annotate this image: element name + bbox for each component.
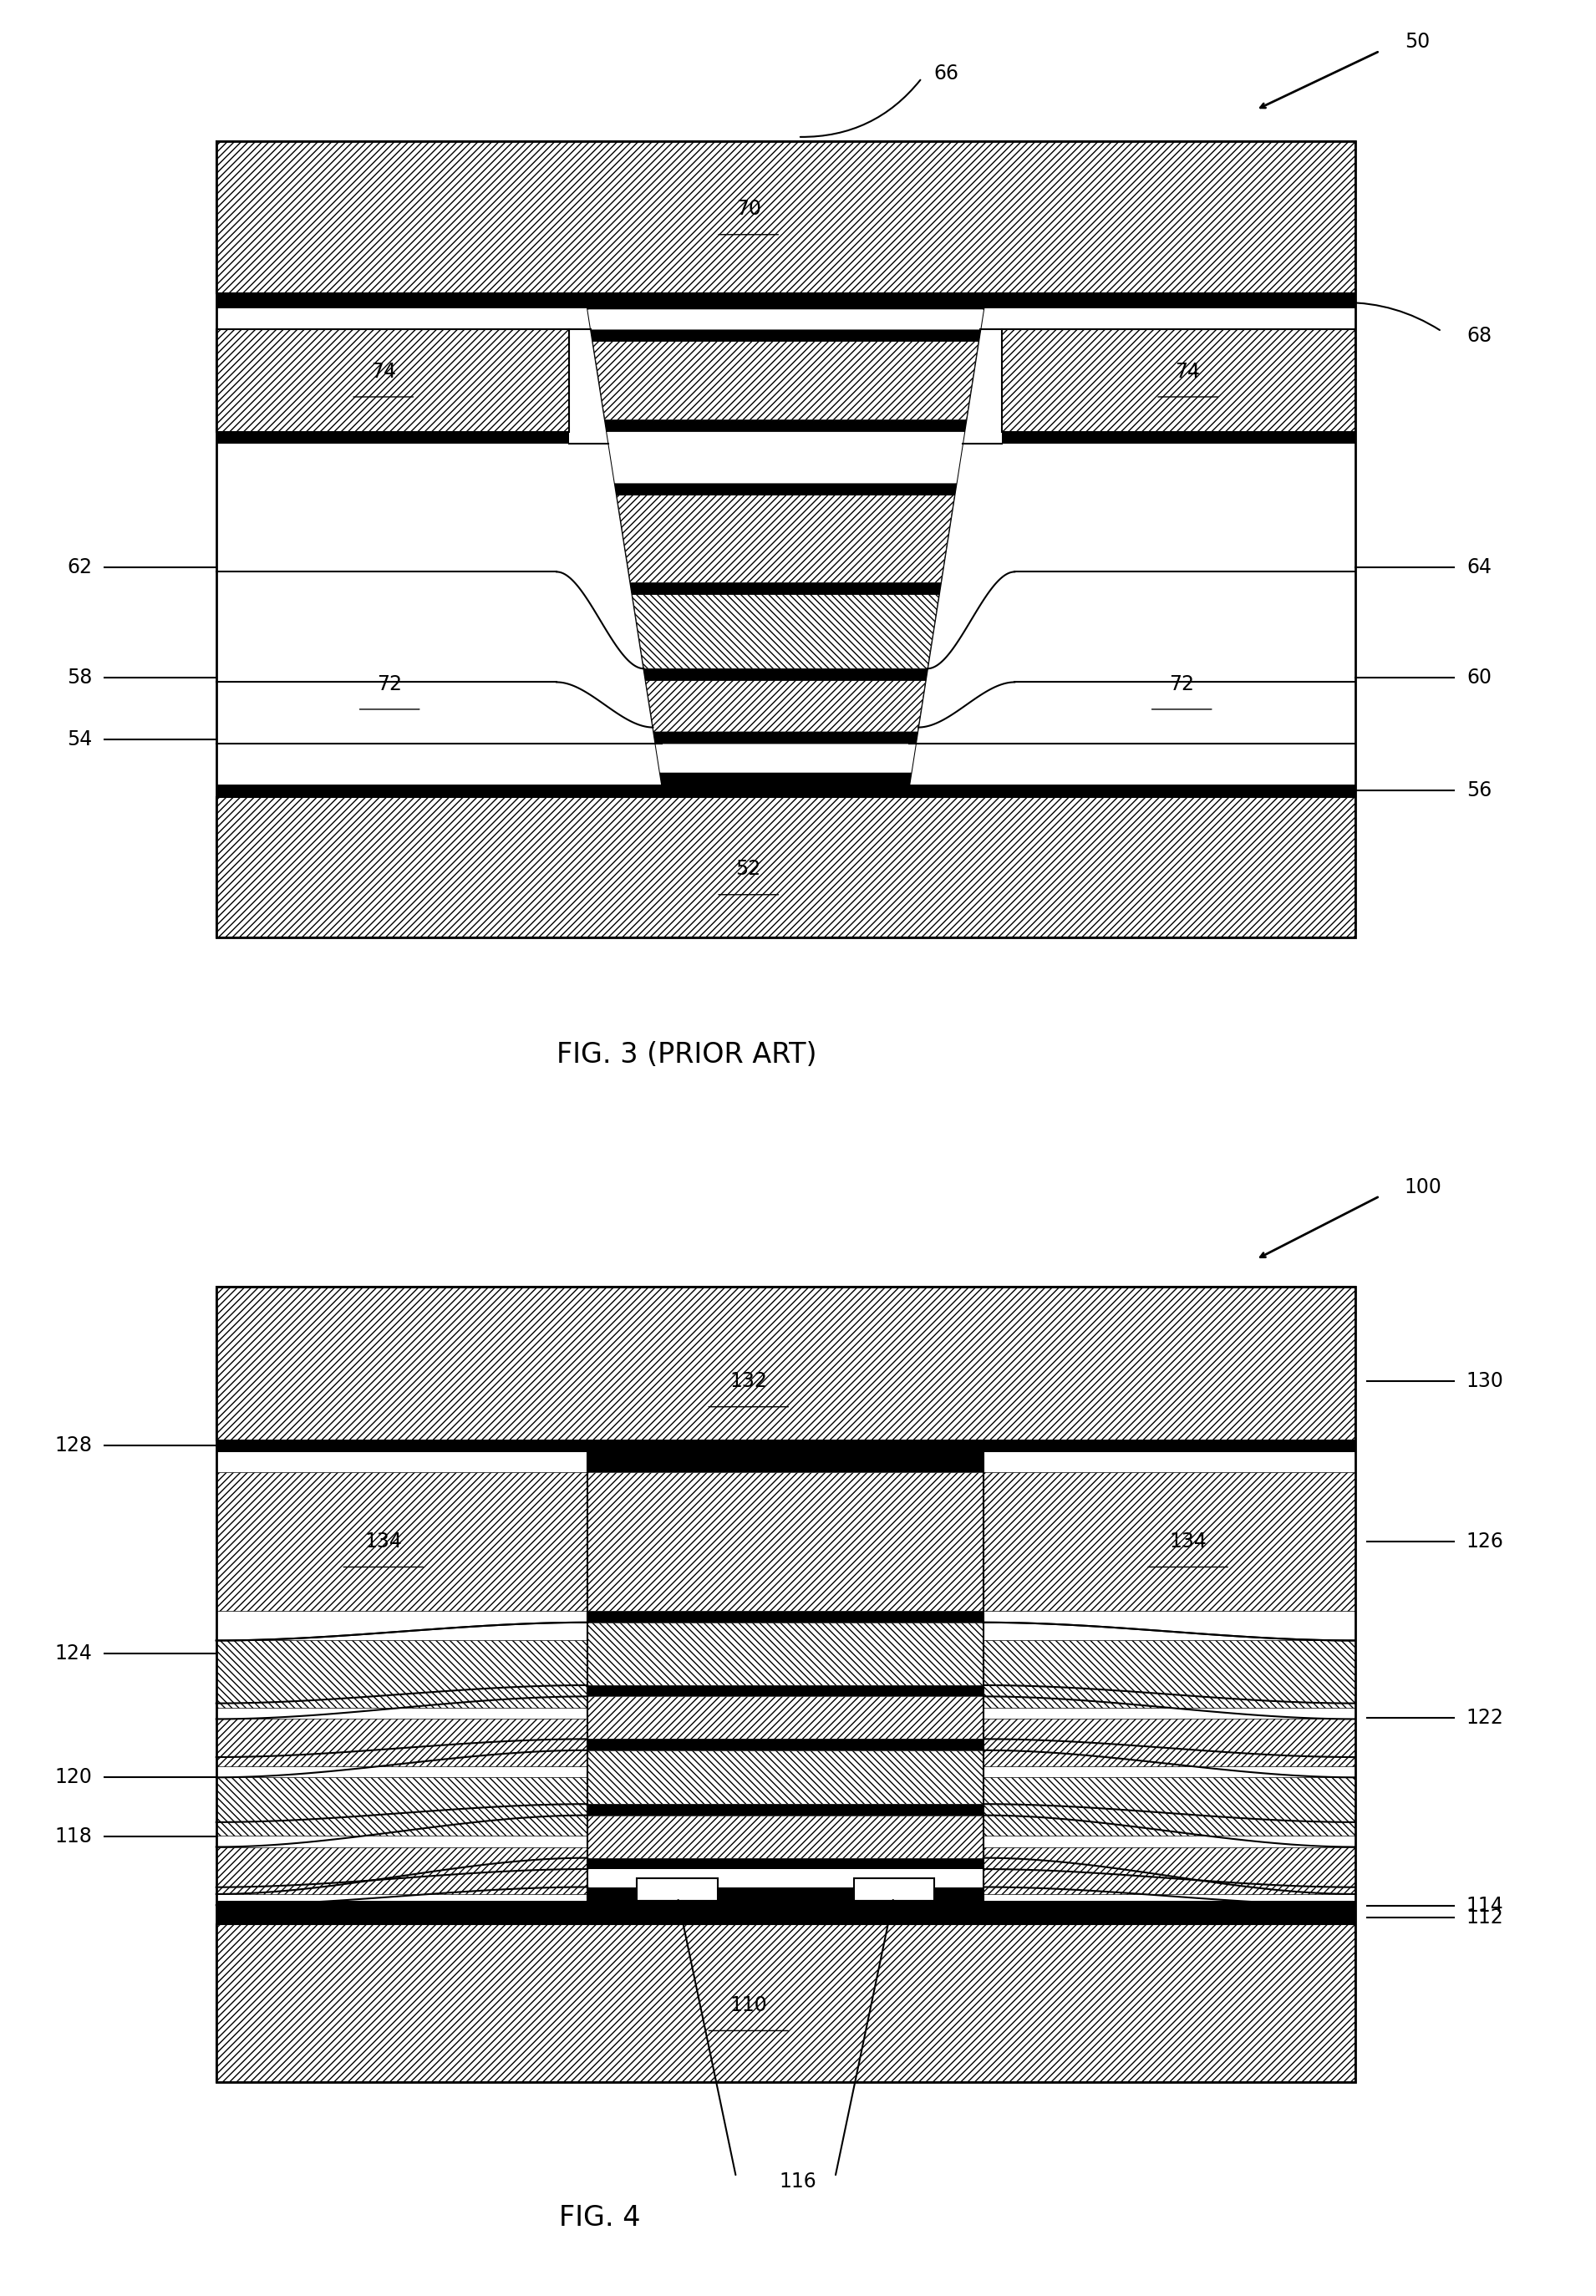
- Bar: [215, 432, 570, 443]
- Text: 66: 66: [934, 64, 959, 83]
- Bar: [1002, 331, 1355, 432]
- Text: FIG. 4: FIG. 4: [559, 2204, 640, 2232]
- Bar: [983, 1720, 1355, 1766]
- Bar: [983, 1777, 1355, 1837]
- Text: 122: 122: [1467, 1708, 1503, 1727]
- Bar: [587, 1857, 983, 1869]
- Bar: [854, 1878, 934, 1901]
- Text: 56: 56: [1467, 781, 1492, 801]
- Polygon shape: [591, 331, 980, 342]
- Bar: [983, 1846, 1355, 1894]
- Text: 128: 128: [54, 1435, 93, 1456]
- Text: 50: 50: [1404, 32, 1430, 53]
- Bar: [215, 785, 1355, 797]
- Bar: [215, 1286, 1355, 1440]
- Text: 126: 126: [1467, 1531, 1503, 1552]
- Bar: [215, 331, 570, 432]
- Text: 130: 130: [1467, 1371, 1503, 1391]
- Text: 120: 120: [54, 1768, 93, 1786]
- Bar: [215, 1924, 1355, 2082]
- Text: 62: 62: [67, 558, 93, 576]
- Text: 74: 74: [370, 360, 396, 381]
- Text: 116: 116: [779, 2172, 817, 2193]
- Bar: [587, 1623, 983, 1685]
- Text: 114: 114: [1467, 1896, 1503, 1915]
- Text: 72: 72: [377, 675, 402, 693]
- Polygon shape: [587, 308, 983, 785]
- Bar: [215, 797, 1355, 937]
- Bar: [215, 1846, 587, 1894]
- Text: 52: 52: [736, 859, 761, 879]
- Bar: [215, 1286, 1355, 2082]
- Bar: [215, 1472, 587, 1612]
- Polygon shape: [616, 496, 954, 583]
- Bar: [587, 1685, 983, 1697]
- Bar: [587, 1451, 983, 1472]
- Polygon shape: [656, 744, 916, 771]
- Polygon shape: [646, 680, 926, 732]
- Text: 118: 118: [54, 1825, 93, 1846]
- Text: 134: 134: [1170, 1531, 1207, 1552]
- Text: 132: 132: [729, 1371, 768, 1391]
- Text: 74: 74: [1175, 360, 1200, 381]
- Polygon shape: [606, 432, 964, 482]
- Bar: [637, 1878, 718, 1901]
- Bar: [587, 1887, 983, 1901]
- Bar: [587, 1472, 983, 1612]
- Polygon shape: [661, 771, 911, 785]
- Bar: [587, 1451, 983, 1901]
- Bar: [215, 142, 1355, 937]
- Bar: [215, 1642, 587, 1708]
- Bar: [983, 1642, 1355, 1708]
- Bar: [215, 1913, 1355, 1924]
- Bar: [215, 1901, 1355, 1913]
- Polygon shape: [654, 732, 918, 744]
- Bar: [215, 294, 1355, 308]
- Text: 112: 112: [1467, 1908, 1503, 1929]
- Bar: [587, 1738, 983, 1750]
- Text: 58: 58: [67, 668, 93, 687]
- Bar: [587, 1451, 983, 1901]
- Bar: [587, 1612, 983, 1623]
- Text: 124: 124: [54, 1644, 93, 1665]
- Text: 70: 70: [736, 200, 761, 220]
- Text: FIG. 3 (PRIOR ART): FIG. 3 (PRIOR ART): [557, 1040, 817, 1068]
- Text: 54: 54: [67, 730, 93, 748]
- Polygon shape: [605, 420, 966, 432]
- Bar: [587, 1697, 983, 1738]
- Polygon shape: [632, 595, 938, 668]
- Bar: [587, 1750, 983, 1805]
- Bar: [215, 142, 1355, 294]
- Polygon shape: [643, 668, 927, 680]
- Text: 64: 64: [1467, 558, 1492, 576]
- Text: 100: 100: [1404, 1178, 1443, 1196]
- Text: 110: 110: [729, 1995, 768, 2016]
- Bar: [587, 1805, 983, 1816]
- Polygon shape: [614, 482, 956, 496]
- Bar: [637, 1878, 718, 1901]
- Bar: [1002, 432, 1355, 443]
- Bar: [587, 1869, 983, 1887]
- Text: 60: 60: [1467, 668, 1492, 687]
- Bar: [215, 1440, 1355, 1451]
- Bar: [587, 1816, 983, 1857]
- Bar: [854, 1878, 934, 1901]
- Polygon shape: [592, 342, 978, 420]
- Text: 68: 68: [1467, 326, 1492, 347]
- Bar: [215, 1777, 587, 1837]
- Bar: [983, 1472, 1355, 1612]
- Text: 72: 72: [1170, 675, 1194, 693]
- Polygon shape: [587, 310, 983, 331]
- Bar: [215, 1720, 587, 1766]
- Text: 134: 134: [364, 1531, 402, 1552]
- Polygon shape: [630, 583, 942, 595]
